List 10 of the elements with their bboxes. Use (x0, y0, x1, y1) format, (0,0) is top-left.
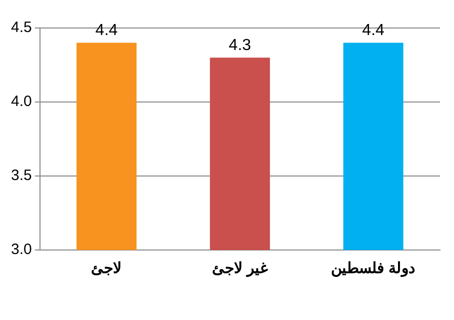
y-tick-label: 3.5 (10, 167, 32, 184)
y-tick-label: 4.5 (10, 19, 32, 36)
x-tick-label: دولة فلسطين (331, 260, 416, 278)
y-tick-label: 3.0 (10, 241, 32, 258)
data-label: 4.4 (362, 22, 385, 40)
x-tick-label: لاجئ (91, 260, 122, 278)
x-tick-label: غير لاجئ (212, 260, 268, 278)
data-label: 4.3 (228, 37, 252, 54)
data-label: 4.4 (95, 22, 118, 40)
y-tick-label: 4.0 (10, 93, 32, 110)
